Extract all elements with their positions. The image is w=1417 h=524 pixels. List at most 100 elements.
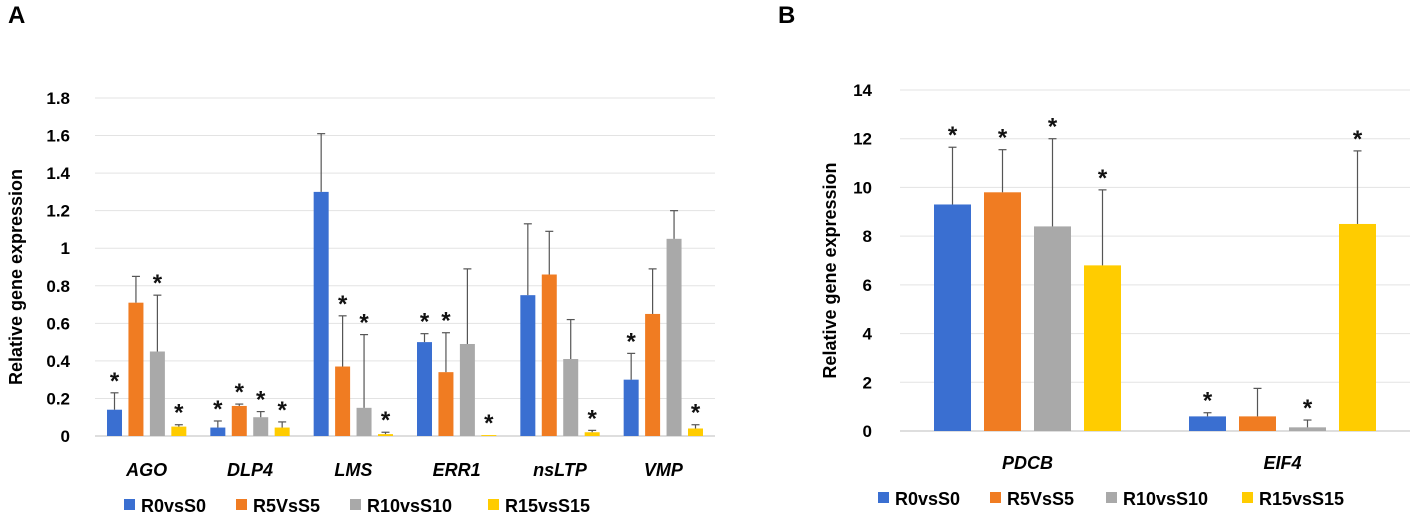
legend-swatch-a [236, 499, 247, 510]
legend-label-b: R15vsS15 [1259, 489, 1344, 509]
panel-a-label: A [8, 2, 26, 29]
y-tick-label-b: 2 [863, 373, 872, 392]
category-label-a: AGO [125, 460, 167, 480]
bar-b-pdcb-series0 [934, 204, 971, 431]
bar-a-err1-series3 [481, 435, 497, 436]
y-tick-label-b: 10 [853, 178, 872, 197]
significance-star-a: * [110, 368, 120, 395]
bar-a-err1-series0 [417, 342, 432, 436]
y-tick-label-a: 0.2 [46, 389, 70, 408]
bar-a-lms-series0 [313, 191, 329, 436]
significance-star-a: * [381, 407, 391, 434]
significance-star-a: * [235, 379, 245, 406]
category-label-a: VMP [644, 460, 684, 480]
bar-a-nsltp-series2 [563, 359, 579, 436]
bar-a-ago-series0 [107, 409, 122, 436]
bar-b-eif4-series0 [1189, 416, 1226, 431]
category-label-a: DLP4 [227, 460, 273, 480]
y-tick-label-a: 0.4 [46, 352, 70, 371]
significance-star-b: * [948, 122, 958, 149]
bar-b-eif4-series1 [1239, 416, 1276, 431]
legend-swatch-a [124, 499, 135, 510]
legend-label-b: R10vsS10 [1123, 489, 1208, 509]
y-tick-label-a: 1.4 [46, 164, 70, 183]
bar-a-err1-series1 [438, 372, 454, 436]
significance-star-a: * [484, 410, 494, 437]
y-tick-label-b: 4 [863, 325, 873, 344]
y-axis-title-b: Relative gene expression [820, 162, 840, 378]
y-axis-title-a: Relative gene expression [6, 169, 26, 385]
significance-star-b: * [1203, 388, 1213, 415]
bar-a-dlp4-series2 [253, 417, 269, 436]
significance-star-b: * [1303, 395, 1313, 422]
bar-a-ago-series1 [128, 302, 144, 436]
y-tick-label-a: 0 [61, 427, 70, 446]
bar-a-nsltp-series1 [541, 274, 557, 436]
legend-label-a: R0vsS0 [141, 496, 206, 516]
legend-swatch-b [878, 492, 889, 503]
significance-star-a: * [174, 400, 184, 427]
category-label-b: PDCB [1002, 453, 1053, 473]
y-tick-label-b: 0 [863, 422, 872, 441]
significance-star-a: * [691, 400, 701, 427]
panel-b-label: B [778, 2, 796, 29]
legend-swatch-b [990, 492, 1001, 503]
y-tick-label-b: 12 [853, 130, 872, 149]
bar-a-vmp-series1 [645, 313, 661, 436]
bar-b-pdcb-series2 [1034, 226, 1071, 431]
y-tick-label-a: 1.2 [46, 202, 70, 221]
bar-a-ago-series2 [149, 351, 165, 436]
significance-star-a: * [441, 308, 451, 335]
y-tick-label-b: 14 [853, 81, 872, 100]
legend-swatch-a [488, 499, 499, 510]
bar-b-eif4-series3 [1339, 223, 1376, 431]
bar-a-dlp4-series1 [231, 405, 247, 436]
significance-star-a: * [420, 309, 430, 336]
bar-a-vmp-series0 [623, 379, 639, 436]
bar-a-vmp-series2 [666, 238, 682, 436]
significance-star-a: * [256, 387, 266, 414]
legend-label-a: R10vsS10 [367, 496, 452, 516]
significance-star-a: * [213, 396, 223, 423]
y-tick-label-a: 0.8 [46, 277, 70, 296]
legend-label-b: R0vsS0 [895, 489, 960, 509]
category-label-a: nsLTP [533, 460, 588, 480]
bar-a-lms-series3 [378, 434, 393, 436]
bar-b-pdcb-series3 [1084, 265, 1121, 431]
significance-star-a: * [626, 328, 636, 355]
bar-a-nsltp-series0 [520, 295, 536, 436]
legend-label-a: R15vsS15 [505, 496, 590, 516]
significance-star-b: * [1048, 114, 1058, 141]
bar-b-eif4-series2 [1289, 427, 1326, 431]
significance-star-b: * [998, 125, 1008, 152]
legend-label-b: R5VsS5 [1007, 489, 1074, 509]
category-label-a: ERR1 [433, 460, 481, 480]
bar-b-pdcb-series1 [984, 192, 1021, 431]
significance-star-a: * [277, 397, 287, 424]
significance-star-b: * [1353, 126, 1363, 153]
bar-a-vmp-series3 [688, 428, 703, 436]
bar-a-ago-series3 [171, 426, 187, 436]
bar-a-err1-series2 [459, 343, 475, 436]
bar-a-lms-series2 [356, 407, 372, 436]
category-label-a: LMS [334, 460, 372, 480]
y-tick-label-b: 6 [863, 276, 872, 295]
significance-star-a: * [587, 405, 597, 432]
y-tick-label-a: 0.6 [46, 314, 70, 333]
significance-star-a: * [153, 270, 163, 297]
legend-swatch-b [1242, 492, 1253, 503]
bar-a-dlp4-series0 [210, 427, 226, 436]
legend-swatch-a [350, 499, 361, 510]
significance-star-b: * [1098, 165, 1108, 192]
legend-label-a: R5VsS5 [253, 496, 320, 516]
significance-star-a: * [359, 310, 369, 337]
y-tick-label-a: 1 [61, 239, 70, 258]
significance-star-a: * [338, 291, 348, 318]
bar-a-lms-series1 [335, 366, 351, 436]
bar-a-nsltp-series3 [584, 432, 600, 436]
y-tick-label-a: 1.8 [46, 89, 70, 108]
y-tick-label-b: 8 [863, 227, 872, 246]
legend-swatch-b [1106, 492, 1117, 503]
category-label-b: EIF4 [1263, 453, 1301, 473]
